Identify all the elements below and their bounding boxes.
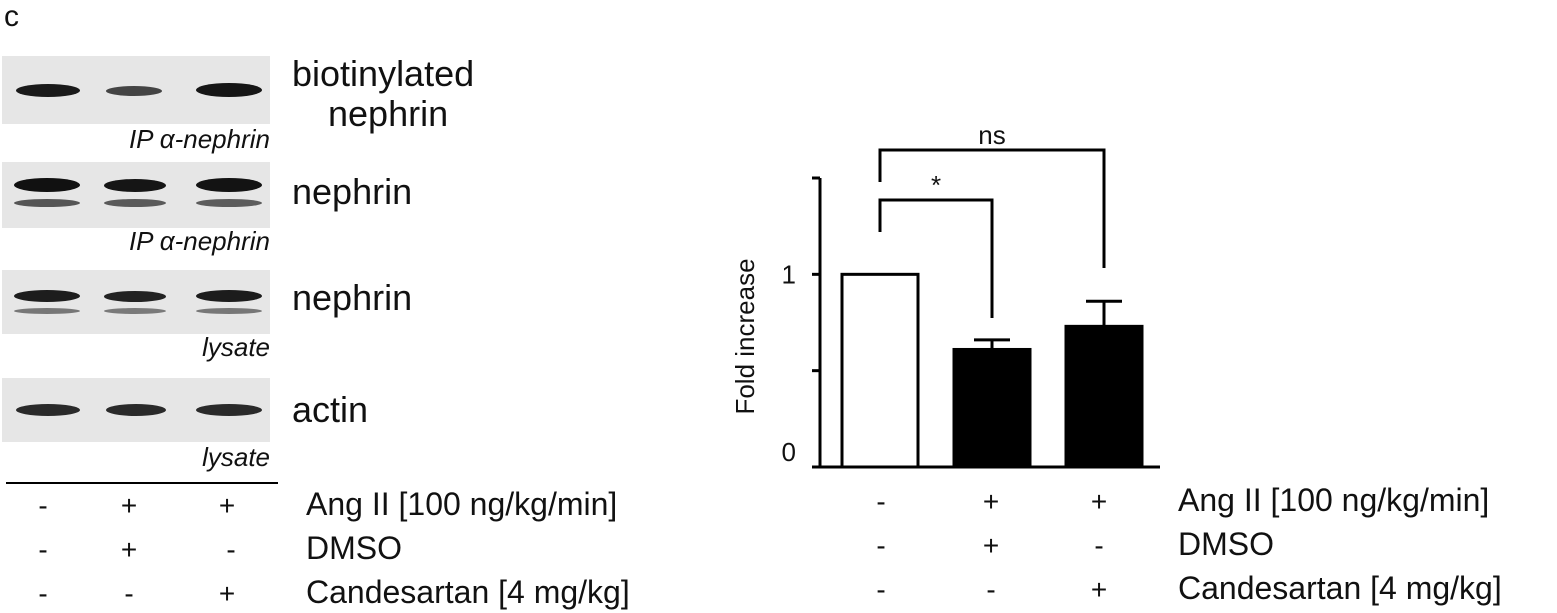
right-sign-r1-c1: - (876, 486, 886, 517)
bar-2 (952, 347, 1032, 469)
significance-bracket-1 (878, 198, 994, 318)
right-cond-label-2: DMSO (1178, 526, 1274, 562)
left-sign-r2-c3: - (226, 534, 236, 565)
significance-bracket-2 (878, 148, 1106, 268)
blot-biotinylated-nephrin (2, 56, 270, 124)
left-sign-r1-c1: - (38, 490, 48, 521)
significance-label-1: * (931, 170, 941, 200)
panel-letter: c (4, 0, 19, 33)
blot-nephrin-ip (2, 162, 270, 228)
right-sign-r3-c1: - (876, 574, 886, 605)
blot-divider-line (6, 482, 278, 484)
right-sign-r2-c2: + (982, 530, 1000, 561)
blot-label-2: nephrin (292, 171, 413, 212)
right-sign-r3-c2: - (986, 574, 996, 605)
blot-sublabel-3: lysate (202, 332, 270, 362)
significance-label-2: ns (978, 120, 1005, 150)
y-tick-label-2: 1 (782, 259, 796, 289)
blot-label-3: nephrin (292, 277, 413, 318)
left-sign-r3-c3: + (218, 578, 236, 609)
y-tick-label-0: 0 (782, 437, 796, 467)
blot-sublabel-2: IP α-nephrin (128, 226, 270, 256)
blot-actin (2, 378, 270, 442)
left-cond-label-3: Candesartan [4 mg/kg] (306, 574, 630, 610)
blot-label-1: biotinylated nephrin (292, 53, 475, 134)
right-sign-r2-c3: - (1094, 530, 1104, 561)
right-cond-label-1: Ang II [100 ng/kg/min] (1178, 482, 1490, 518)
left-sign-r1-c3: + (218, 490, 236, 521)
left-sign-r2-c2: + (120, 534, 138, 565)
blot-sublabel-4: lysate (202, 442, 270, 472)
bar-1 (840, 272, 920, 469)
left-sign-r3-c1: - (38, 578, 48, 609)
left-sign-r1-c2: + (120, 490, 138, 521)
right-sign-r1-c2: + (982, 486, 1000, 517)
right-sign-r2-c1: - (876, 530, 886, 561)
blot-nephrin-lysate (2, 270, 270, 334)
y-axis-label: Fold increase (730, 258, 760, 414)
right-sign-r3-c3: + (1090, 574, 1108, 605)
blot-sublabel-1: IP α-nephrin (128, 124, 270, 154)
bar-3 (1064, 324, 1144, 469)
left-cond-label-2: DMSO (306, 530, 402, 566)
left-cond-label-1: Ang II [100 ng/kg/min] (306, 486, 618, 522)
left-sign-r3-c2: - (124, 578, 134, 609)
left-sign-r2-c1: - (38, 534, 48, 565)
blot-label-4: actin (292, 389, 369, 430)
right-cond-label-3: Candesartan [4 mg/kg] (1178, 570, 1502, 606)
right-sign-r1-c3: + (1090, 486, 1108, 517)
